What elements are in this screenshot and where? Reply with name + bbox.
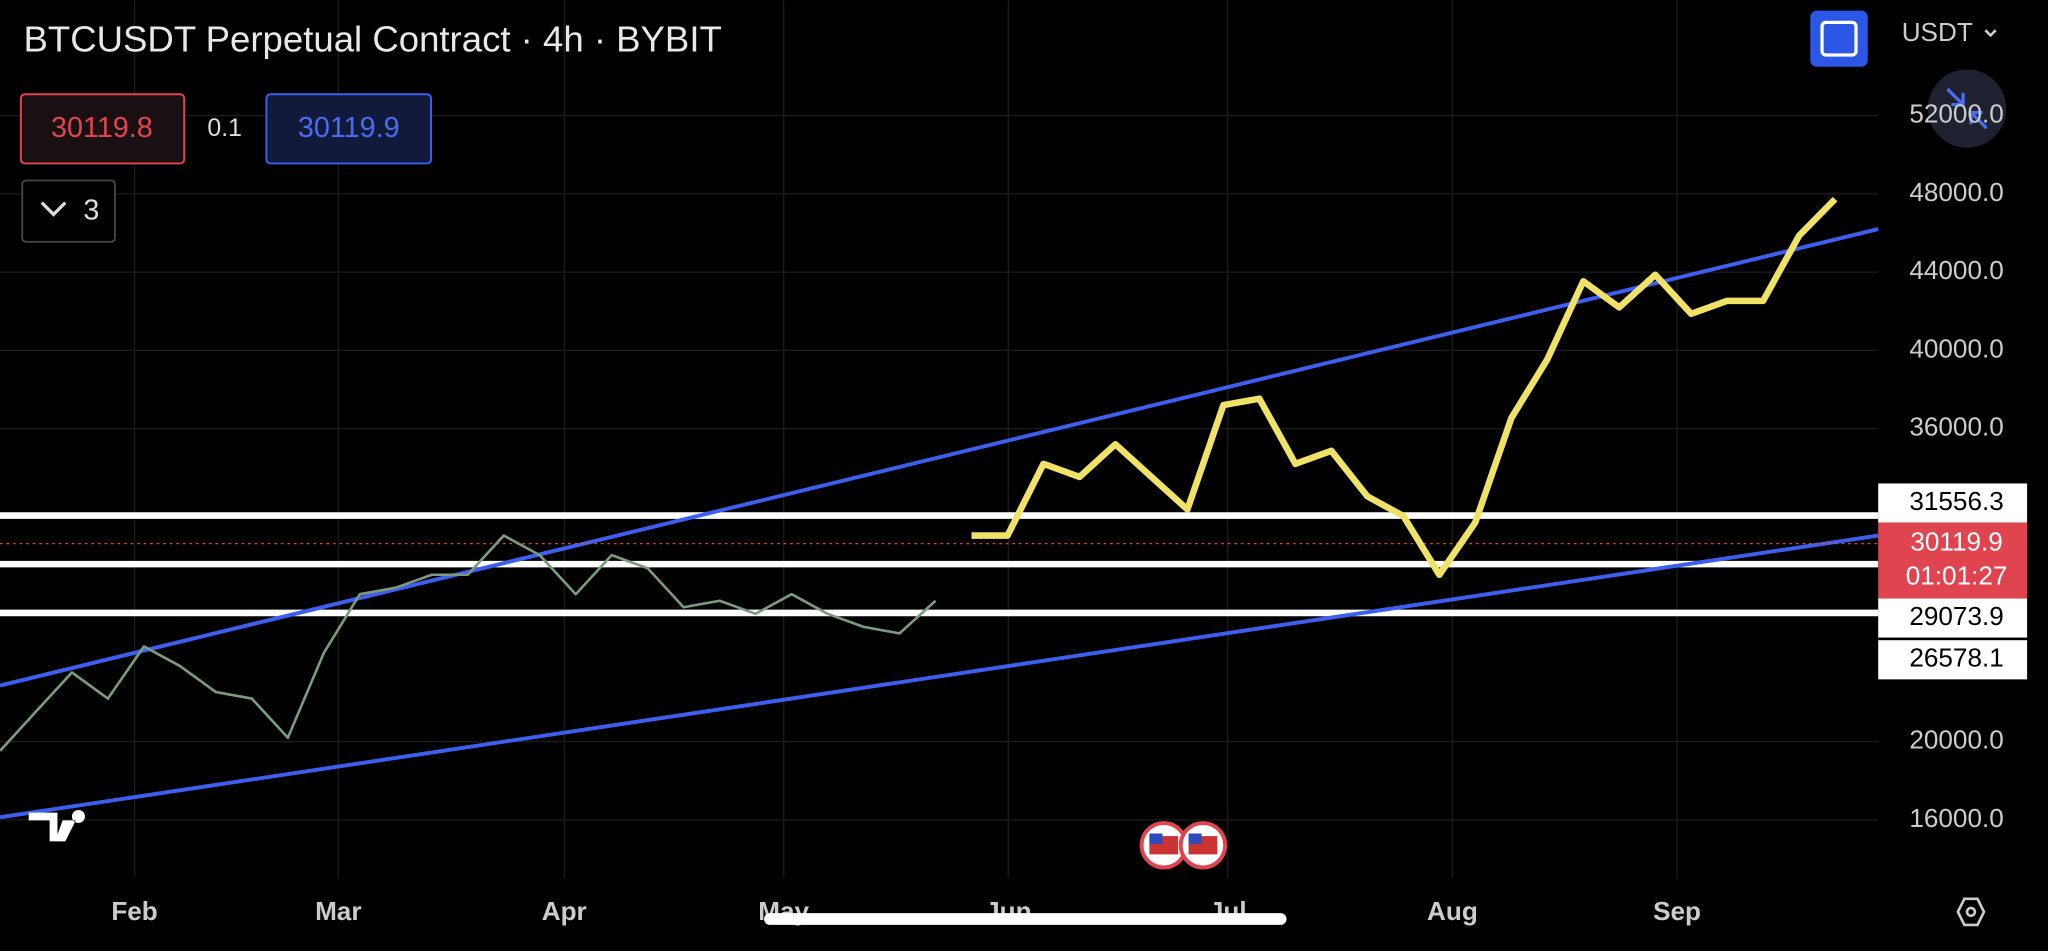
x-tick-label: Sep bbox=[1653, 896, 1701, 926]
y-tick-label: 40000.0 bbox=[1909, 333, 2003, 363]
last-price-label: 30119.9 bbox=[1910, 526, 2002, 556]
fullscreen-button[interactable] bbox=[1810, 10, 1868, 67]
x-tick-label: Apr bbox=[542, 896, 587, 926]
x-tick-label: Mar bbox=[315, 896, 361, 926]
y-tick-label: 36000.0 bbox=[1909, 412, 2003, 442]
flag-canton bbox=[1188, 833, 1202, 844]
level-label: 26578.1 bbox=[1909, 643, 2003, 673]
level-label-box bbox=[1878, 483, 2028, 523]
price-line bbox=[971, 196, 1838, 579]
y-tick-label: 44000.0 bbox=[1909, 255, 2003, 285]
chevron-icon bbox=[40, 201, 67, 217]
currency[interactable]: USDT bbox=[1902, 17, 1973, 47]
countdown-label: 01:01:27 bbox=[1906, 560, 2008, 590]
last-price-box bbox=[1878, 522, 2028, 599]
y-tick-label: 52000.0 bbox=[1909, 99, 2003, 129]
bid-price: 30119.8 bbox=[51, 112, 153, 144]
level-label-box bbox=[1878, 640, 2028, 680]
level-label-box bbox=[1878, 598, 2028, 638]
y-tick-label: 20000.0 bbox=[1909, 725, 2003, 755]
fullscreen-icon bbox=[1820, 20, 1858, 57]
y-tick-label: 16000.0 bbox=[1909, 803, 2003, 833]
scroll-handle[interactable] bbox=[764, 913, 1287, 925]
settings-icon[interactable] bbox=[1956, 897, 1986, 927]
spread: 0.1 bbox=[207, 115, 241, 142]
trend-line bbox=[0, 533, 1879, 820]
flag-canton bbox=[1149, 833, 1163, 844]
level-label: 31556.3 bbox=[1909, 486, 2003, 516]
indicators-toggle[interactable] bbox=[21, 179, 116, 243]
x-tick-label: Feb bbox=[111, 896, 157, 926]
indicators-count: 3 bbox=[83, 194, 99, 226]
settings-icon-dot bbox=[1965, 906, 1977, 918]
collapse-icon bbox=[1946, 87, 1988, 130]
ask-button[interactable] bbox=[265, 93, 432, 165]
x-tick-label: Aug bbox=[1427, 896, 1478, 926]
level-label: 29073.9 bbox=[1909, 601, 2003, 631]
trend-line bbox=[0, 227, 1879, 688]
ask-price: 30119.9 bbox=[298, 112, 400, 144]
price-line bbox=[0, 534, 937, 752]
currency-chevron bbox=[1984, 29, 1997, 38]
logo bbox=[28, 809, 85, 842]
y-tick-label: 48000.0 bbox=[1909, 177, 2003, 207]
bid-button[interactable] bbox=[19, 93, 186, 165]
chart-title: BTCUSDT Perpetual Contract · 4h · BYBIT bbox=[24, 19, 722, 60]
